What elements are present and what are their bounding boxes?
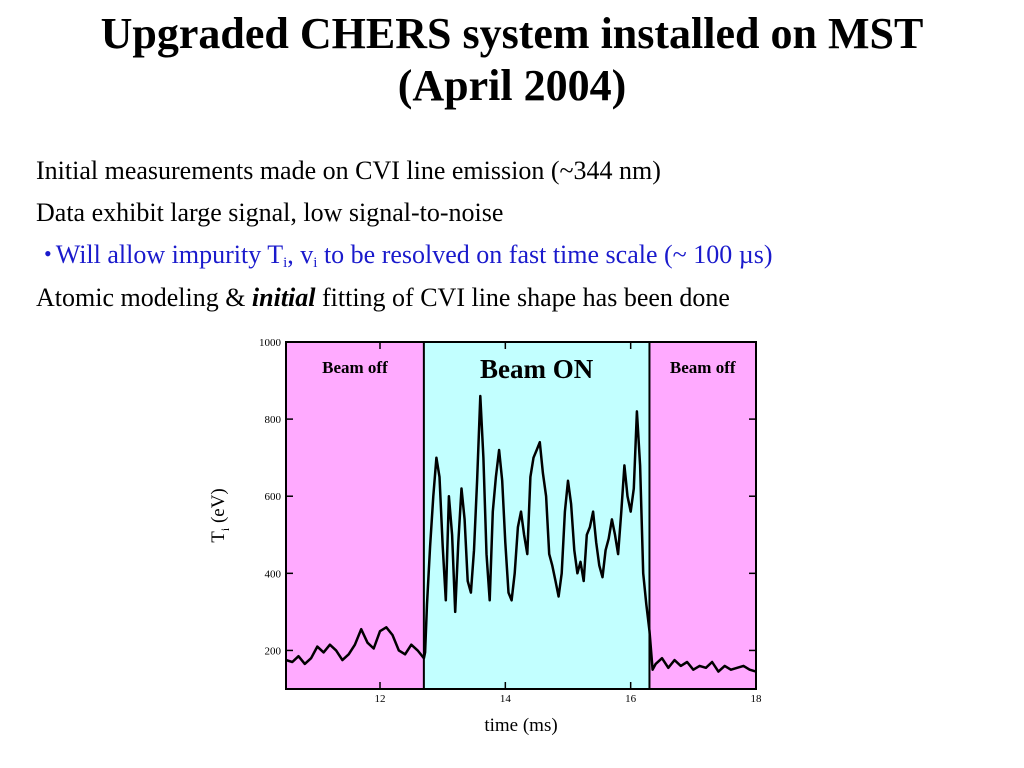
region-1 <box>423 342 650 689</box>
region-label-2: Beam off <box>670 358 736 377</box>
x-axis-label: time (ms) <box>484 715 557 736</box>
y-tick-label-400: 400 <box>265 568 282 580</box>
y-tick-label-1000: 1000 <box>259 337 282 349</box>
region-label-1: Beam ON <box>480 354 594 384</box>
region-label-0: Beam off <box>322 358 388 377</box>
x-tick-label-18: 18 <box>751 693 763 705</box>
sub-bullet-fast-time-scale: • Will allow impurity Ti, vi to be resolv… <box>44 234 1021 277</box>
bullet-atomic-emph: initial <box>251 283 316 312</box>
x-tick-label-12: 12 <box>375 693 386 705</box>
sub-bullet-text-b: , v <box>287 240 314 269</box>
sub-bullet-text-c: to be resolved on fast time scale (~ 100… <box>317 240 773 269</box>
series-line-0 <box>285 394 757 673</box>
y-axis-label-main: T <box>208 531 229 543</box>
y-axis-label-sub: i <box>218 527 232 531</box>
y-tick-label-600: 600 <box>265 491 282 503</box>
sub-bullet-text-a: Will allow impurity T <box>55 240 284 269</box>
slide-title-line-1: Upgraded CHERS system installed on MST <box>100 9 924 58</box>
y-tick-label-200: 200 <box>265 645 282 657</box>
region-0 <box>286 342 424 689</box>
bullet-measurements: Initial measurements made on CVI line em… <box>36 156 661 185</box>
bullet-atomic-pre: Atomic modeling & <box>36 283 252 312</box>
region-2 <box>649 342 756 689</box>
bullet-signal: Data exhibit large signal, low signal-to… <box>36 198 504 227</box>
x-tick-label-16: 16 <box>625 693 637 705</box>
y-axis-label: Ti (eV) <box>208 488 232 543</box>
bullet-atomic-modeling: Atomic modeling & initial fitting of CVI… <box>36 277 1021 319</box>
slide-title-line-2: (April 2004) <box>397 61 627 110</box>
plot-frame <box>285 341 757 690</box>
bullet-atomic-post: fitting of CVI line shape has been done <box>315 283 730 312</box>
bullet-dot-icon: • <box>44 241 52 266</box>
y-tick-label-800: 800 <box>265 414 282 426</box>
x-tick-label-14: 14 <box>500 693 512 705</box>
bullet-list: Initial measurements made on CVI line em… <box>36 150 1021 319</box>
sub-bullet-subscript-a: i <box>283 255 288 271</box>
slide-title: Upgraded CHERS system installed on MST (… <box>0 8 1024 112</box>
y-axis-label-unit: (eV) <box>208 488 229 528</box>
sub-bullet-subscript-b: i <box>313 255 318 271</box>
